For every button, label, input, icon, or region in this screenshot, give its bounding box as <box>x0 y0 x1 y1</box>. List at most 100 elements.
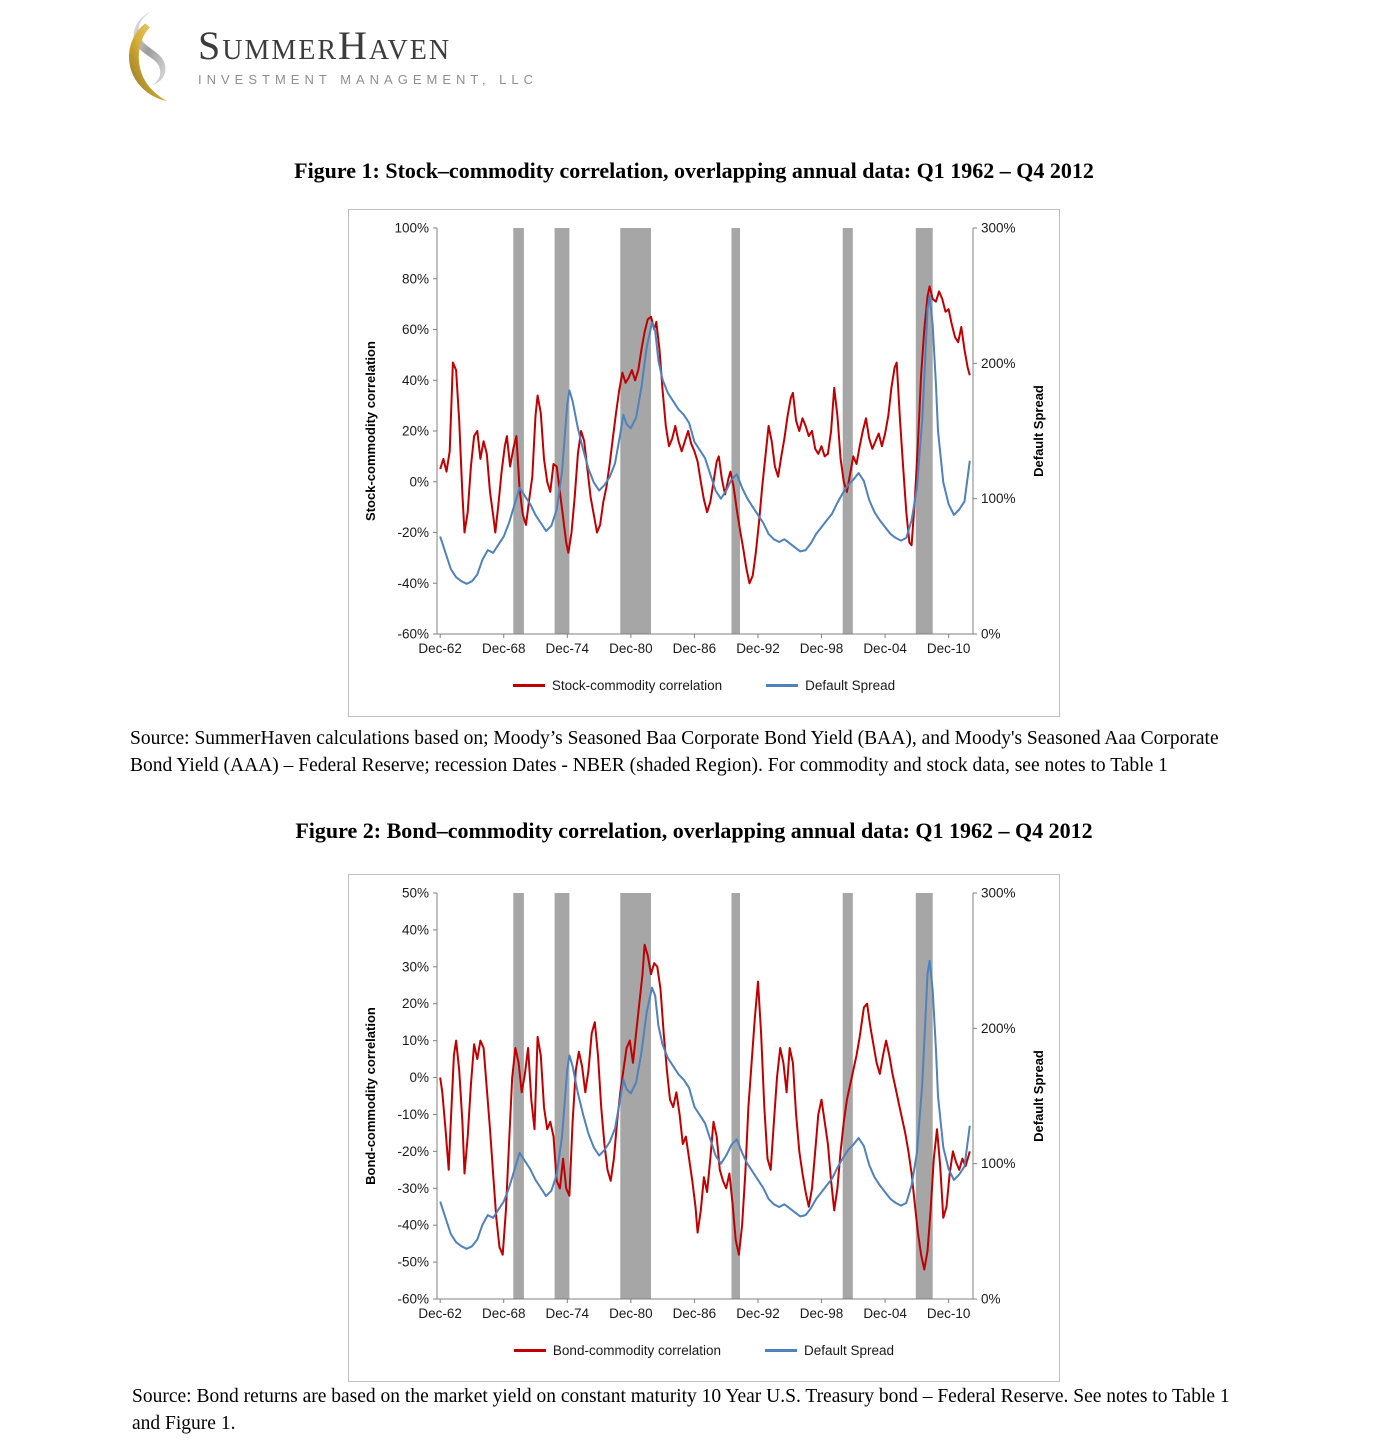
y-tick-label-left: 40% <box>402 373 429 388</box>
y-tick-label-left: 60% <box>402 322 429 337</box>
recession-band <box>620 228 651 634</box>
y-tick-label-left: 40% <box>402 922 429 937</box>
logo: SummerHaven INVESTMENT MANAGEMENT, LLC <box>116 8 538 104</box>
y-tick-label-left: 0% <box>409 474 429 489</box>
x-tick-label: Dec-92 <box>736 1306 780 1321</box>
y-tick-label-left: 10% <box>402 1033 429 1048</box>
y-tick-label-left: -20% <box>397 1144 429 1159</box>
figure1-legend: Stock-commodity correlation Default Spre… <box>349 678 1059 693</box>
recession-band <box>731 228 740 634</box>
legend-label: Default Spread <box>805 678 896 693</box>
legend-item-bond-commodity-correlation: Bond-commodity correlation <box>513 1343 721 1358</box>
legend-label: Bond-commodity correlation <box>552 1343 721 1358</box>
y-tick-label-right: 100% <box>981 491 1016 506</box>
recession-band <box>554 893 570 1299</box>
figure2-title: Figure 2: Bond–commodity correlation, ov… <box>295 818 1093 843</box>
x-tick-label: Dec-98 <box>800 641 844 656</box>
x-tick-label: Dec-80 <box>609 641 653 656</box>
stock-commodity-correlation-chart-svg: 100% 80% 60% 40% 20% 0% -20% -40% -60% 300% 200% 10… <box>363 221 1046 657</box>
recession-band <box>915 893 933 1299</box>
legend-line-blue-icon <box>765 1349 797 1352</box>
y-tick-label-right: 0% <box>981 627 1001 642</box>
series-line-stock-commodity-correlation <box>439 285 971 585</box>
x-tick-label: Dec-04 <box>863 641 907 656</box>
legend-line-red-icon <box>513 1349 546 1352</box>
y-tick-label-right: 300% <box>981 221 1016 236</box>
figure2-source-note: Source: Bond returns are based on the ma… <box>132 1386 1230 1434</box>
x-tick-label: Dec-62 <box>418 641 462 656</box>
x-tick-label: Dec-68 <box>482 641 526 656</box>
x-axis: Dec-62 Dec-68 Dec-74 Dec-80 Dec-86 Dec-92 Dec-… <box>418 1298 973 1321</box>
figure2-chart: 50% 40% 30% 20% 10% 0% -10% -20% -30% -40% -50% -60… <box>348 874 1060 1382</box>
y-tick-label-left: -10% <box>397 1107 429 1122</box>
recession-bands <box>513 228 933 634</box>
figure2-plot-area: 50% 40% 30% 20% 10% 0% -10% -20% -30% -40% -50% -60… <box>349 875 1061 1343</box>
recession-band <box>554 228 570 634</box>
legend-label: Stock-commodity correlation <box>551 678 723 693</box>
legend-label: Default Spread <box>804 1343 895 1358</box>
y-axis-left: 100% 80% 60% 40% 20% 0% -20% -40% -60% <box>394 221 438 642</box>
logo-subtitle: INVESTMENT MANAGEMENT, LLC <box>198 71 538 87</box>
y-tick-label-left: 100% <box>394 221 429 236</box>
figure1-source-note: Source: SummerHaven calculations based o… <box>130 728 1219 776</box>
recession-band <box>620 893 651 1299</box>
x-tick-label: Dec-10 <box>927 1306 971 1321</box>
y-axis-right: 300% 200% 100% 0% <box>972 221 1016 642</box>
series-line-default-spread <box>439 959 971 1250</box>
left-axis-title: Bond-commodity correlation <box>363 1007 378 1185</box>
recession-band <box>513 893 524 1299</box>
x-tick-label: Dec-86 <box>673 1306 717 1321</box>
figure1-title: Figure 1: Stock–commodity correlation, o… <box>294 158 1094 183</box>
bond-commodity-correlation-chart-svg: 50% 40% 30% 20% 10% 0% -10% -20% -30% -40% -50% -60… <box>363 886 1046 1322</box>
legend-line-blue-icon <box>766 684 799 687</box>
logo-text: SummerHaven INVESTMENT MANAGEMENT, LLC <box>198 22 538 87</box>
y-tick-label-left: 0% <box>409 1070 429 1085</box>
summerhaven-swirl-icon <box>116 8 184 104</box>
y-tick-label-left: -50% <box>397 1255 429 1270</box>
y-tick-label-left: 20% <box>402 424 429 439</box>
y-axis-left: 50% 40% 30% 20% 10% 0% -10% -20% -30% -40% -50% -60… <box>397 886 438 1307</box>
recession-bands <box>513 893 933 1299</box>
x-tick-label: Dec-62 <box>418 1306 462 1321</box>
x-tick-label: Dec-68 <box>482 1306 526 1321</box>
recession-band <box>513 228 524 634</box>
legend-line-red-icon <box>512 684 545 687</box>
x-axis: Dec-62 Dec-68 Dec-74 Dec-80 Dec-86 Dec-92 Dec-… <box>418 633 973 656</box>
y-tick-label-left: -40% <box>397 576 429 591</box>
recession-band <box>842 228 853 634</box>
recession-band <box>731 893 740 1299</box>
y-tick-label-left: 30% <box>402 959 429 974</box>
left-axis-title: Stock-commodity correlation <box>363 341 378 521</box>
y-axis-right: 300% 200% 100% 0% <box>972 886 1016 1307</box>
legend-item-default-spread: Default Spread <box>765 1343 894 1358</box>
x-tick-label: Dec-04 <box>863 1306 907 1321</box>
x-tick-label: Dec-98 <box>800 1306 844 1321</box>
figure1-plot-area: 100% 80% 60% 40% 20% 0% -20% -40% -60% 300% 200% 10… <box>349 210 1061 678</box>
x-tick-label: Dec-74 <box>546 641 590 656</box>
y-tick-label-left: -30% <box>397 1181 429 1196</box>
figure2-legend: Bond-commodity correlation Default Sprea… <box>349 1343 1059 1358</box>
y-tick-label-right: 200% <box>981 356 1016 371</box>
series-line-default-spread <box>439 294 971 585</box>
y-tick-label-left: 50% <box>402 886 429 901</box>
y-tick-label-right: 100% <box>981 1156 1016 1171</box>
legend-item-default-spread: Default Spread <box>766 678 895 693</box>
y-tick-label-right: 0% <box>981 1292 1001 1307</box>
logo-name: SummerHaven <box>198 22 452 68</box>
figure1-chart: 100% 80% 60% 40% 20% 0% -20% -40% -60% 300% 200% 10… <box>348 209 1060 717</box>
series-line-bond-commodity-correlation <box>439 943 971 1271</box>
recession-band <box>915 228 933 634</box>
y-tick-label-right: 200% <box>981 1021 1016 1036</box>
x-tick-label: Dec-92 <box>736 641 780 656</box>
y-tick-label-left: -20% <box>397 525 429 540</box>
y-tick-label-right: 300% <box>981 886 1016 901</box>
y-tick-label-left: -40% <box>397 1218 429 1233</box>
x-tick-label: Dec-86 <box>673 641 717 656</box>
right-axis-title: Default Spread <box>1031 385 1046 477</box>
y-tick-label-left: 20% <box>402 996 429 1011</box>
y-tick-label-left: -60% <box>397 1292 429 1307</box>
x-tick-label: Dec-10 <box>927 641 971 656</box>
y-tick-label-left: -60% <box>397 627 429 642</box>
y-tick-label-left: 80% <box>402 271 429 286</box>
